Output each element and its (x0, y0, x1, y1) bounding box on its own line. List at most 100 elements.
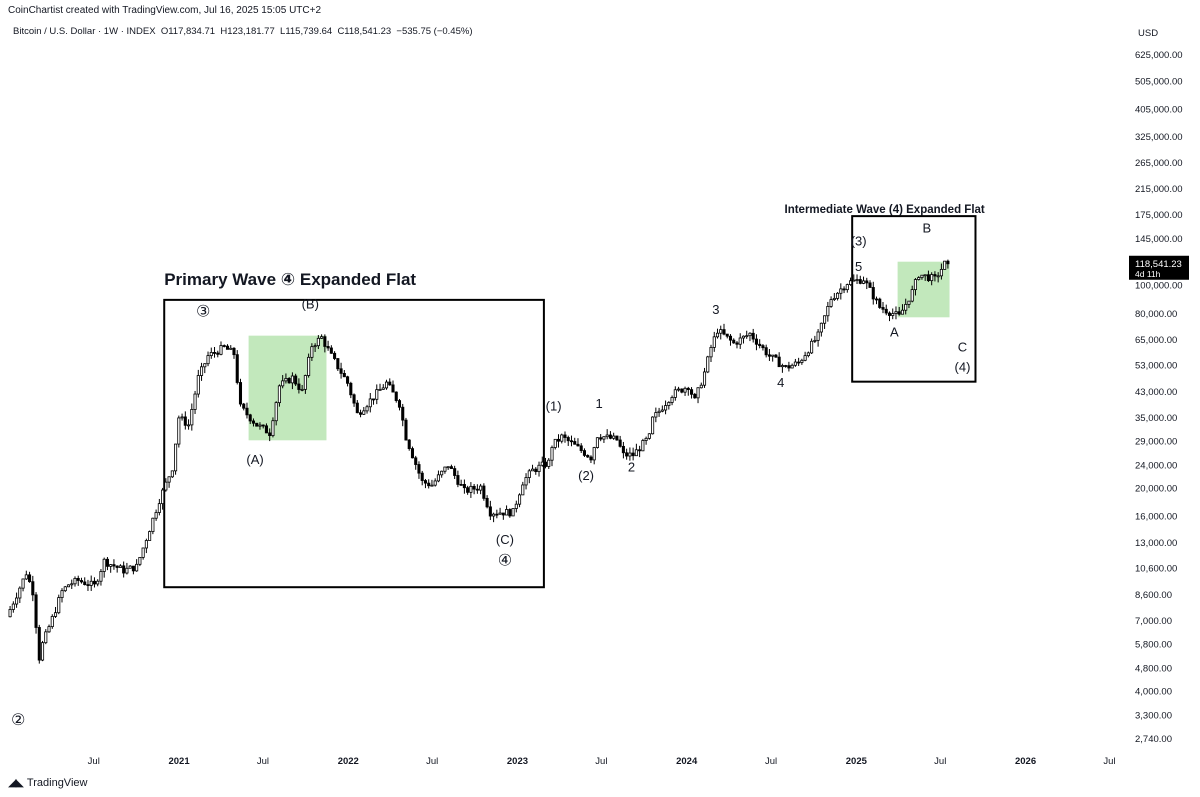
candle-body (780, 365, 784, 368)
candle-body (346, 376, 350, 384)
price-tag-box (1129, 255, 1189, 280)
wave-box (163, 298, 545, 589)
time-tick-label: 2021 (168, 756, 190, 767)
candle-body (469, 485, 473, 493)
price-tick-label: 10,600.00 (1135, 563, 1177, 574)
time-tick-label: Jul (934, 756, 946, 767)
candle-body (164, 481, 168, 491)
candle-body (333, 352, 337, 359)
price-tick-label: 2,740.00 (1135, 734, 1172, 745)
tradingview-logo[interactable]: ◢◣ TradingView (8, 776, 87, 790)
candle-body (920, 274, 924, 279)
candle-body (303, 375, 307, 390)
candle-body (125, 567, 129, 574)
candle-body (871, 287, 875, 300)
candle-body (891, 313, 895, 316)
candle-body (157, 503, 161, 513)
candle-body (248, 414, 252, 422)
time-axis[interactable]: Jul 2021 Jul 2022 Jul 2023 Jul 2024 Jul 2025 Jul 20… (88, 756, 1116, 767)
candle-body (105, 558, 109, 567)
candle-body (102, 558, 106, 572)
open-value: O117,834.71 (160, 26, 216, 37)
candle-body (63, 586, 67, 592)
candle-body (174, 443, 178, 472)
close-value: C118,541.23 (337, 26, 392, 37)
wave-label: 2 (628, 459, 635, 474)
candle-body (696, 387, 700, 399)
candle-body (793, 361, 797, 366)
candle-body (702, 371, 707, 386)
candle-body (560, 434, 564, 442)
candle-body (443, 466, 447, 472)
candle-body (758, 343, 762, 347)
candle-body (8, 609, 12, 618)
candle-body (427, 482, 431, 487)
candle-body (722, 329, 726, 335)
candle-body (329, 347, 333, 354)
candle-body (323, 336, 327, 347)
candle-body (715, 332, 720, 338)
wave-label: A (890, 325, 899, 340)
price-tick-label: 7,000.00 (1135, 616, 1172, 627)
candle-body (612, 435, 616, 439)
candle-body (44, 631, 48, 644)
candle-body (751, 332, 755, 340)
time-tick-label: Jul (595, 756, 607, 767)
wave-label: B (922, 220, 931, 235)
candle-body (816, 331, 820, 341)
candle-body (154, 512, 158, 519)
candle-body (894, 311, 898, 314)
candle-body (245, 407, 249, 416)
candle-body (524, 477, 528, 486)
candle-body (161, 489, 165, 505)
candle-body (592, 447, 596, 461)
candle-body (388, 381, 392, 386)
candle-body (823, 315, 827, 324)
candle-body (631, 452, 635, 457)
candle-body (96, 580, 100, 585)
candle-body (368, 398, 372, 408)
candle-body (41, 642, 45, 661)
candle-body (232, 347, 236, 356)
candle-body (832, 297, 836, 301)
candle-body (709, 346, 713, 358)
price-tag-countdown: 4d 11h (1135, 269, 1161, 279)
candle-body (381, 387, 385, 390)
symbol-name[interactable]: Bitcoin / U.S. Dollar · 1W · INDEX (13, 26, 156, 37)
candle-body (203, 363, 207, 368)
symbol-ohlc-line: Bitcoin / U.S. Dollar · 1W · INDEX O117,… (13, 26, 472, 37)
candle-body (446, 466, 450, 469)
candle-body (326, 346, 330, 349)
time-tick-label: Jul (765, 756, 777, 767)
candle-body (657, 410, 661, 413)
price-tick-label: 4,000.00 (1135, 686, 1172, 697)
price-tick-label: 3,300.00 (1135, 711, 1172, 722)
price-tick-label: 80,000.00 (1135, 309, 1177, 320)
candle-body (355, 402, 359, 414)
candle-body (628, 452, 632, 457)
candle-body (625, 452, 629, 457)
candle-body (131, 565, 135, 572)
price-axis[interactable]: USD 625,000.00 505,000.00 405,000.00 325,000… (1135, 28, 1183, 745)
candle-body (378, 388, 382, 391)
candle-body (255, 422, 259, 427)
candlestick-series (8, 259, 950, 664)
candle-body (70, 583, 74, 586)
candle-body (800, 359, 804, 363)
candle-body (459, 484, 463, 486)
candle-body (141, 547, 145, 558)
candle-body (180, 416, 184, 419)
candle-body (508, 509, 512, 517)
candle-body (79, 580, 84, 583)
price-tick-label: 24,000.00 (1135, 461, 1177, 472)
candle-body (417, 464, 421, 474)
candle-body (767, 354, 771, 357)
candle-body (449, 466, 453, 469)
candle-body (595, 437, 599, 448)
candle-body (313, 345, 317, 348)
candle-body (634, 449, 638, 457)
candle-body (135, 563, 139, 572)
candle-body (738, 337, 742, 345)
candle-body (677, 388, 681, 391)
